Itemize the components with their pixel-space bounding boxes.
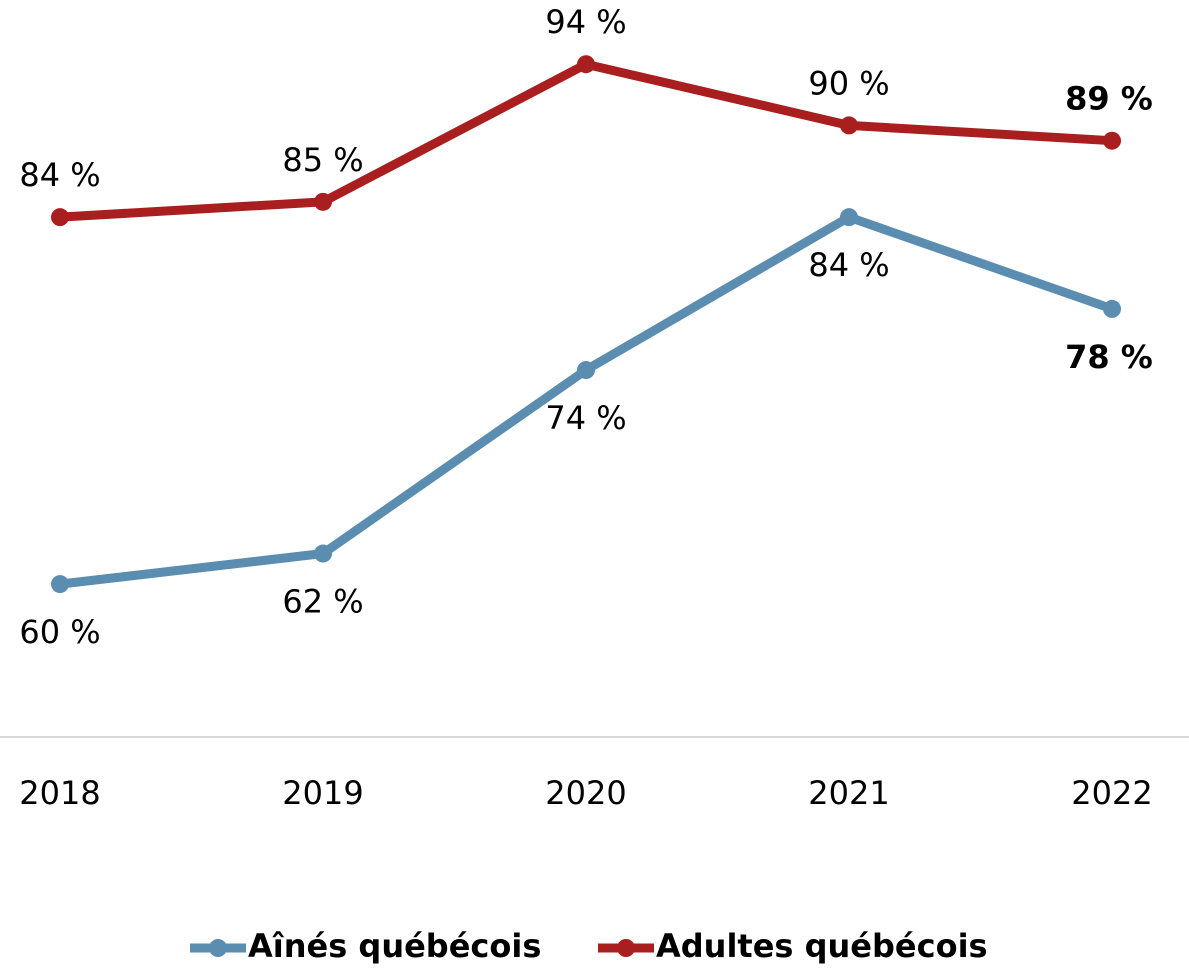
data-label: 62 % <box>282 583 363 621</box>
legend-marker <box>209 939 227 957</box>
x-tick-label: 2018 <box>19 774 100 812</box>
data-label: 74 % <box>545 399 626 437</box>
point <box>314 192 332 211</box>
x-tick-label: 2020 <box>545 774 626 812</box>
x-tick-label: 2019 <box>282 774 363 812</box>
series-line <box>59 59 1113 222</box>
point <box>840 208 858 227</box>
data-label: 84 % <box>19 156 100 194</box>
data-label: 90 % <box>808 64 889 102</box>
point <box>51 575 69 594</box>
legend-label: Adultes québécois <box>656 927 988 965</box>
x-tick-label: 2022 <box>1071 774 1152 812</box>
x-tick-label: 2021 <box>808 774 889 812</box>
data-label: 84 % <box>808 246 889 284</box>
point <box>577 55 595 74</box>
point <box>840 116 858 135</box>
data-label: 89 % <box>1065 80 1153 118</box>
point <box>314 544 332 563</box>
data-label: 60 % <box>19 613 100 651</box>
data-label: 94 % <box>545 3 626 41</box>
data-label: 78 % <box>1065 338 1153 376</box>
data-label: 85 % <box>282 141 363 179</box>
point <box>1103 299 1121 318</box>
legend-marker <box>617 939 635 957</box>
point <box>1103 131 1121 150</box>
point <box>577 361 595 380</box>
legend-label: Aînés québécois <box>248 927 541 965</box>
point <box>51 208 69 227</box>
